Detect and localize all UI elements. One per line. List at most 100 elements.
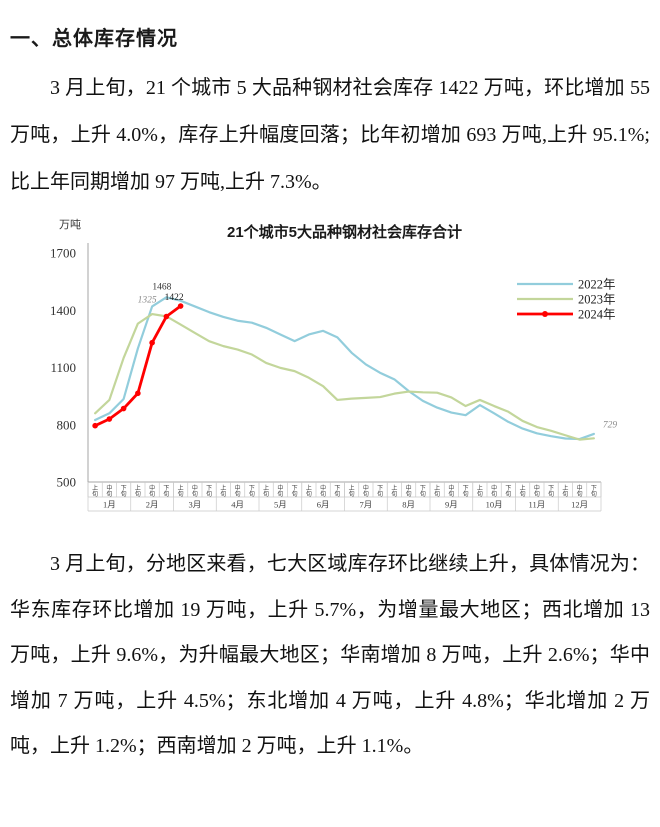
data-label-1422: 1422 [165,293,184,303]
period-label: 旬 [577,490,583,498]
period-label: 旬 [178,490,184,498]
period-label: 下 [463,485,469,492]
series-line-2023年 [94,312,595,441]
period-label: 中 [448,484,454,492]
month-label: 12月 [571,500,588,510]
series-marker [177,303,184,309]
period-label: 中 [106,484,112,492]
y-axis-unit: 万吨 [59,218,81,231]
period-label: 旬 [520,490,526,498]
period-label: 旬 [391,490,397,498]
period-label: 上 [477,484,483,492]
period-label: 中 [491,484,497,492]
period-label: 旬 [477,490,483,498]
y-tick-label: 1700 [50,246,76,261]
period-label: 下 [548,485,554,492]
period-label: 旬 [306,490,312,498]
period-label: 中 [320,484,326,492]
month-label: 2月 [146,500,159,510]
period-label: 中 [235,484,241,492]
month-label: 9月 [445,500,458,510]
series-line-2022年 [94,296,595,441]
period-label: 上 [306,484,312,492]
period-label: 旬 [363,490,369,498]
period-label: 旬 [235,490,241,498]
period-label: 旬 [92,490,98,498]
period-label: 旬 [149,490,155,498]
period-label: 旬 [320,490,326,498]
month-label: 7月 [359,500,372,510]
period-label: 旬 [106,490,112,498]
period-label: 旬 [406,490,412,498]
period-label: 旬 [463,490,469,498]
period-label: 下 [505,485,511,492]
y-tick-label: 500 [57,475,77,490]
period-label: 下 [377,485,383,492]
data-label-729: 729 [603,420,618,430]
summary-paragraph: 3 月上旬，21 个城市 5 大品种钢材社会库存 1422 万吨，环比增加 55… [10,77,650,193]
period-label: 上 [520,484,526,492]
legend-label: 2022年 [578,278,616,292]
period-label: 旬 [163,490,169,498]
period-label: 旬 [434,490,440,498]
month-label: 11月 [529,500,546,510]
period-label: 旬 [334,490,340,498]
month-label: 6月 [317,500,330,510]
period-label: 旬 [505,490,511,498]
period-label: 旬 [534,490,540,498]
period-label: 中 [534,484,540,492]
month-label: 4月 [231,500,244,510]
period-label: 下 [163,485,169,492]
period-label: 下 [334,485,340,492]
period-label: 中 [577,484,583,492]
month-label: 8月 [402,500,415,510]
period-label: 下 [121,485,127,492]
period-label: 上 [434,484,440,492]
period-label: 下 [420,485,426,492]
data-label-1325: 1325 [138,296,157,306]
y-tick-label: 800 [57,417,77,432]
period-label: 旬 [135,490,141,498]
period-label: 旬 [349,490,355,498]
period-label: 旬 [249,490,255,498]
period-label: 上 [178,484,184,492]
period-label: 旬 [548,490,554,498]
period-label: 旬 [448,490,454,498]
period-label: 旬 [420,490,426,498]
period-label: 旬 [292,490,298,498]
series-marker [106,416,113,422]
period-label: 下 [249,485,255,492]
series-marker [120,405,127,412]
period-label: 中 [149,484,155,492]
period-label: 中 [192,484,198,492]
period-label: 旬 [220,490,226,498]
period-label: 旬 [206,490,212,498]
period-label: 旬 [277,490,283,498]
legend-marker [542,311,548,317]
y-tick-label: 1100 [50,360,76,375]
y-tick-label: 1400 [50,303,76,318]
period-label: 旬 [491,490,497,498]
chart-title: 21个城市5大品种钢材社会库存合计 [227,223,462,241]
period-label: 旬 [377,490,383,498]
series-marker [149,339,155,346]
period-label: 中 [277,484,283,492]
month-label: 3月 [188,500,201,510]
series-marker [92,422,98,429]
period-label: 上 [135,484,141,492]
period-label: 旬 [591,490,597,498]
period-label: 旬 [192,490,198,498]
period-label: 上 [562,484,568,492]
period-label: 上 [391,484,397,492]
inventory-chart: 21个城市5大品种钢材社会库存合计 万吨 500 800 1100 1400 1700 上旬中… [30,214,660,514]
period-label: 旬 [263,490,269,498]
period-label: 下 [206,485,212,492]
legend-label: 2023年 [578,293,616,307]
section-heading: 一、总体库存情况 [10,28,178,50]
month-label: 5月 [274,500,287,510]
report-page: 一、总体库存情况 3 月上旬，21 个城市 5 大品种钢材社会库存 1422 万… [0,22,660,770]
regional-paragraph: 3 月上旬，分地区来看，七大区域库存环比继续上升，具体情况为：华东库存环比增加 … [10,553,650,757]
period-label: 下 [292,485,298,492]
data-label-1468: 1468 [152,282,171,292]
period-label: 上 [349,484,355,492]
